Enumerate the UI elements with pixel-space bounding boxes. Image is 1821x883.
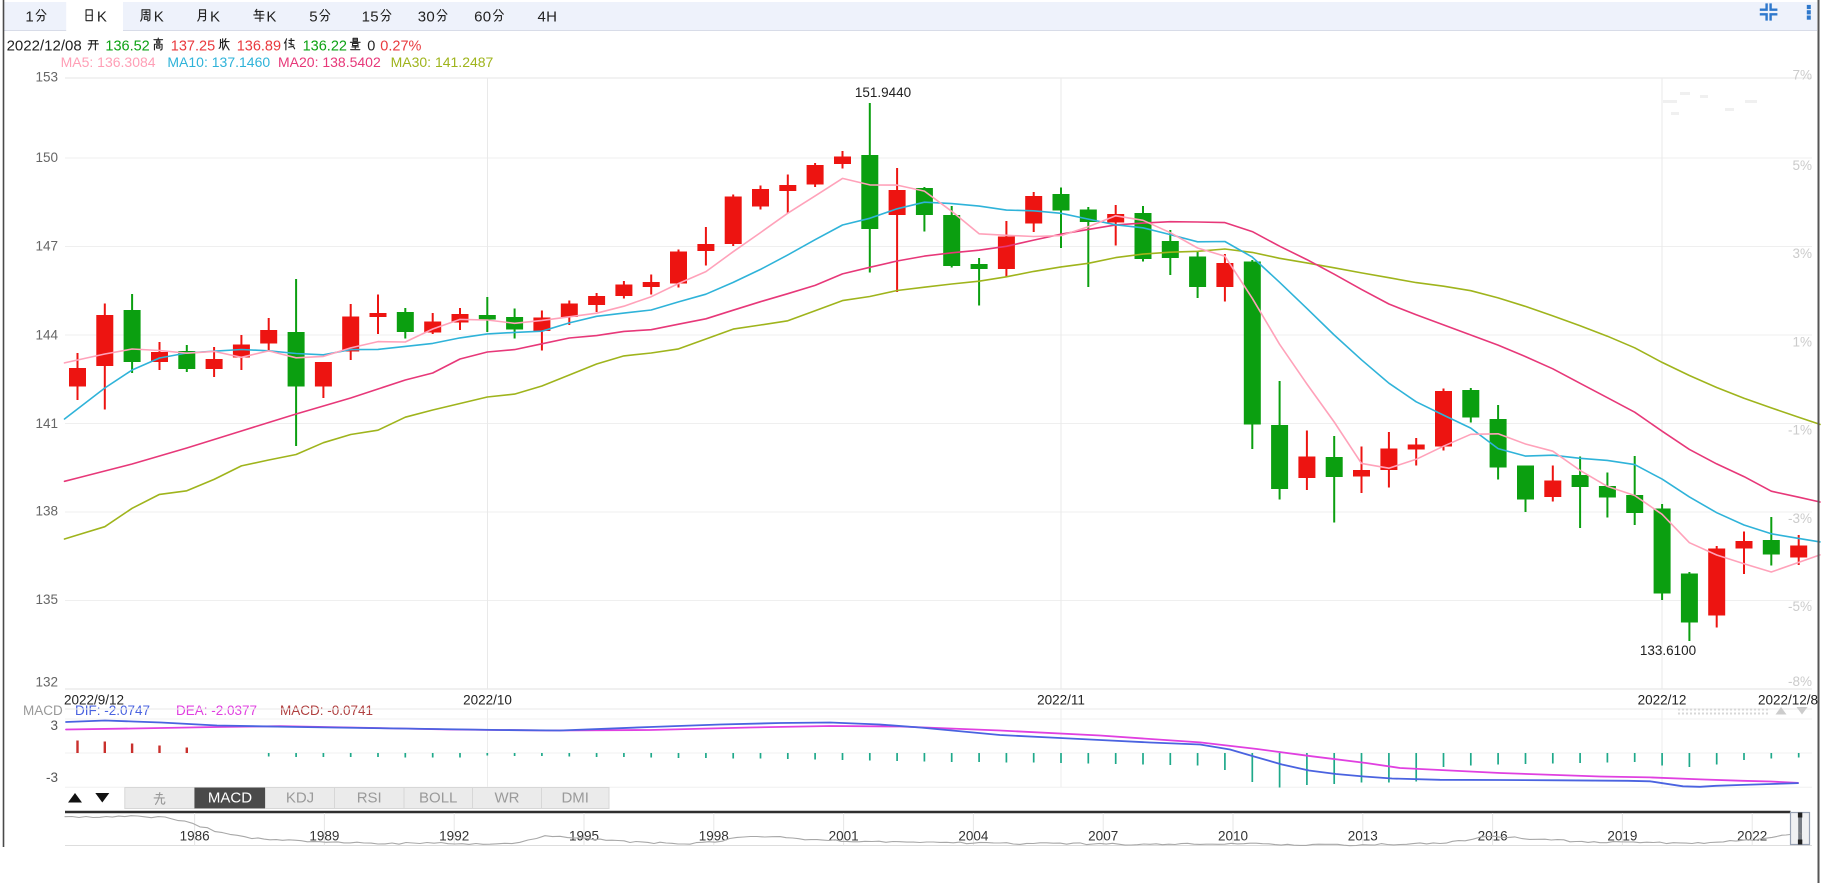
svg-text:-8%: -8% [1788,674,1812,689]
svg-text:DEA: -2.0377: DEA: -2.0377 [176,703,257,718]
svg-text:-1%: -1% [1788,423,1812,438]
svg-text:0.27%: 0.27% [380,39,421,55]
svg-text:2004: 2004 [958,829,989,844]
svg-text:136.89: 136.89 [237,39,281,55]
svg-text:2022/12: 2022/12 [1638,693,1687,708]
svg-text:0: 0 [426,9,434,26]
svg-text:137.25: 137.25 [171,39,215,55]
svg-text:141: 141 [35,416,58,431]
svg-text:3: 3 [418,9,426,26]
svg-text:K: K [210,9,220,26]
svg-text:2022/11: 2022/11 [1037,693,1085,708]
svg-text:MA20: 138.5402: MA20: 138.5402 [278,54,381,70]
svg-text:K: K [97,9,107,26]
svg-text:3%: 3% [1792,246,1812,261]
svg-text:DIF: -2.0747: DIF: -2.0747 [75,703,150,718]
svg-text:2019: 2019 [1607,829,1637,844]
svg-text:2007: 2007 [1088,829,1118,844]
svg-text:1%: 1% [1792,335,1812,350]
svg-text:132: 132 [35,675,58,690]
svg-text:MA5: 136.3084: MA5: 136.3084 [61,54,156,70]
svg-text:2022: 2022 [1737,829,1767,844]
svg-text:5: 5 [370,9,378,26]
svg-text:5%: 5% [1792,158,1812,173]
svg-text:1989: 1989 [309,829,339,844]
svg-text:136.22: 136.22 [303,39,347,55]
svg-text:138: 138 [35,504,58,519]
svg-text:K: K [266,9,276,26]
svg-text:6: 6 [474,9,482,26]
svg-text:1: 1 [25,9,33,26]
svg-text:4: 4 [538,9,546,26]
svg-text:0: 0 [367,39,375,55]
svg-text:0: 0 [483,9,491,26]
svg-text:151.9440: 151.9440 [855,85,911,100]
svg-text:1998: 1998 [699,829,729,844]
svg-text:-5%: -5% [1788,599,1812,614]
svg-text:MACD: MACD [23,703,63,718]
svg-text:KDJ: KDJ [286,790,314,807]
svg-text:H: H [546,9,557,26]
svg-text:1: 1 [362,9,370,26]
svg-text:136.52: 136.52 [105,39,149,55]
svg-text:1986: 1986 [180,829,210,844]
svg-text:2022/10: 2022/10 [463,693,512,708]
svg-text:BOLL: BOLL [419,790,457,807]
svg-text:135: 135 [35,592,58,607]
svg-text:K: K [154,9,164,26]
svg-text:2022/12/8: 2022/12/8 [1758,693,1818,708]
svg-text:MACD: MACD [208,790,252,807]
svg-text:WR: WR [495,790,520,807]
svg-text:-3%: -3% [1788,511,1812,526]
svg-text:7%: 7% [1792,68,1812,83]
svg-text:RSI: RSI [357,790,382,807]
svg-text:133.6100: 133.6100 [1640,643,1696,658]
svg-text:3: 3 [50,718,58,733]
svg-text:2022/9/12: 2022/9/12 [64,693,124,708]
svg-text:2013: 2013 [1348,829,1378,844]
svg-text:150: 150 [35,150,58,165]
svg-text:5: 5 [309,9,317,26]
svg-text:2010: 2010 [1218,829,1248,844]
svg-text:2022/12/08: 2022/12/08 [7,38,82,55]
svg-text:1992: 1992 [439,829,469,844]
svg-text:144: 144 [35,328,58,343]
svg-text:153: 153 [35,70,58,85]
svg-text:DMI: DMI [561,790,589,807]
svg-text:MACD: -0.0741: MACD: -0.0741 [280,703,373,718]
svg-text:MA30: 141.2487: MA30: 141.2487 [391,54,494,70]
svg-text:147: 147 [35,239,58,254]
svg-text:1995: 1995 [569,829,599,844]
svg-text:MA10: 137.1460: MA10: 137.1460 [167,54,270,70]
svg-text:-3: -3 [46,770,58,785]
